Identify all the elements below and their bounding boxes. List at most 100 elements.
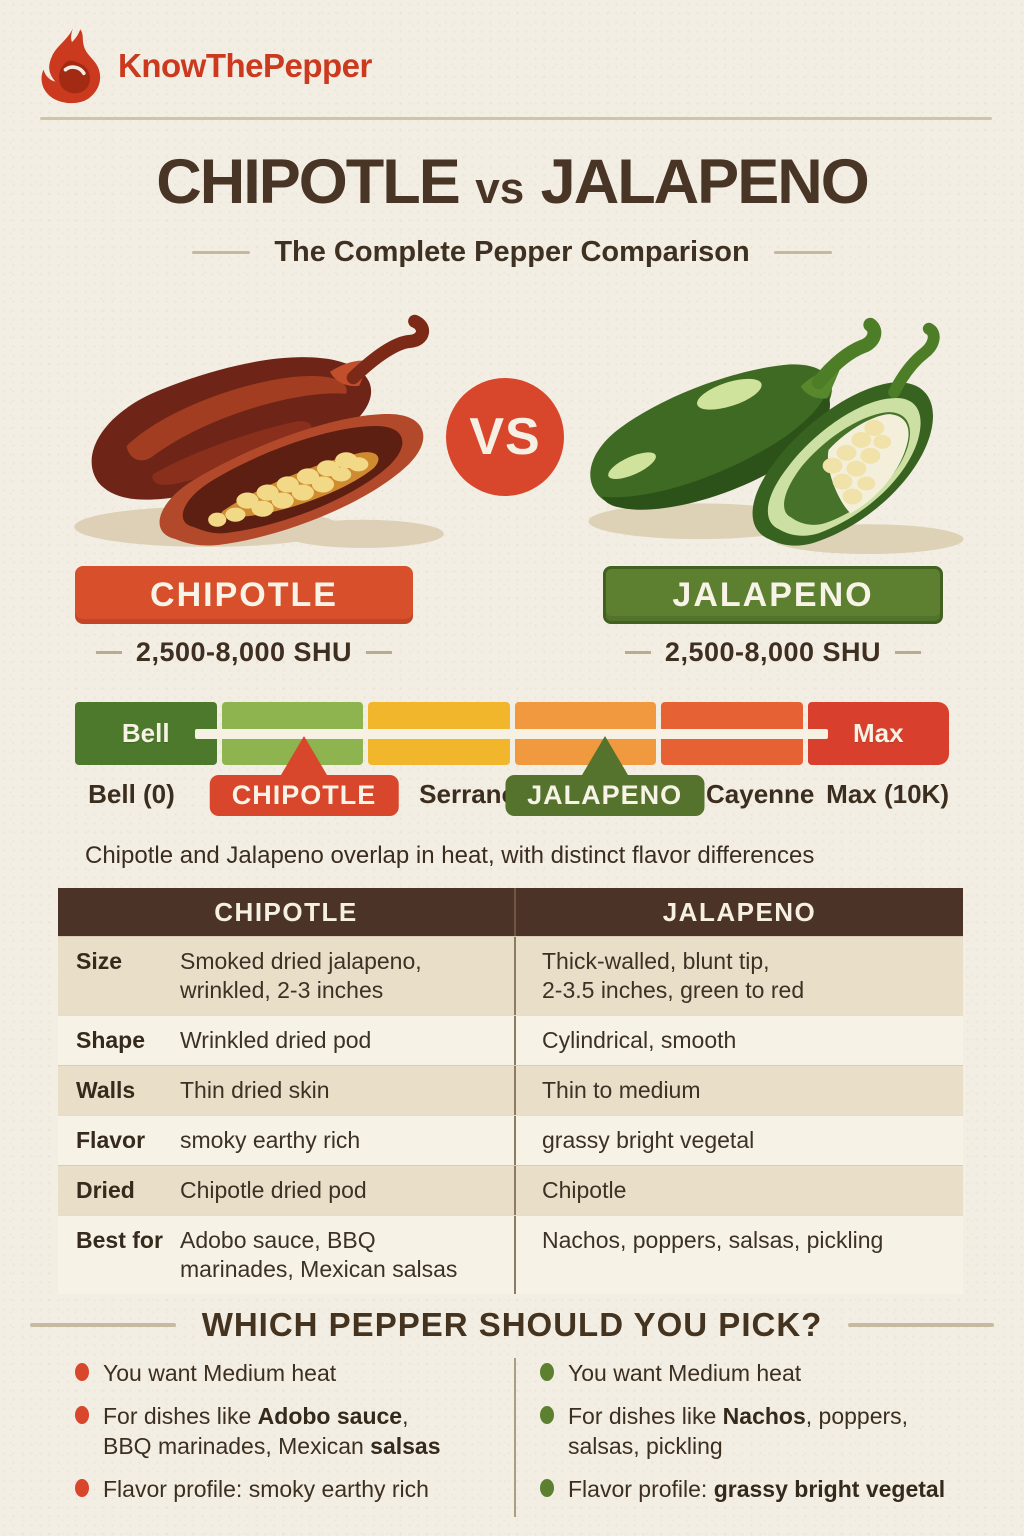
table-header-row: CHIPOTLE JALAPENO: [58, 888, 963, 936]
jalapeno-value: Nachos, poppers, salsas, pickling: [542, 1227, 884, 1253]
chipotle-value: smoky earthy rich: [180, 1127, 361, 1153]
pick-item: You want Medium heat: [540, 1358, 986, 1388]
pick-column-jalapeno: You want Medium heat For dishes like Nach…: [514, 1358, 996, 1517]
page-subtitle-row: The Complete Pepper Comparison: [0, 236, 1024, 269]
pick-title-row: WHICH PEPPER SHOULD YOU PICK?: [0, 1306, 1024, 1344]
chipotle-value: Thin dried skin: [180, 1077, 330, 1103]
table-row-walls: Walls Thin dried skin Thin to medium: [58, 1065, 963, 1115]
chipotle-shu: 2,500-8,000 SHU: [135, 637, 353, 667]
pick-item-text: Flavor profile: smoky earthy rich: [103, 1476, 429, 1502]
pick-item: You want Medium heat: [75, 1358, 504, 1388]
peppers-row: VS: [0, 283, 1024, 565]
heat-scale-axis-line: [194, 729, 828, 739]
table-row-size: Size Smoked dried jalapeno, wrinkled, 2-3 …: [58, 936, 963, 1015]
jalapeno-bullet-icon: [540, 1479, 554, 1497]
scale-markers-row: CHIPOTLE JALAPENO Bell (0) Serrano Cayenne Ma…: [75, 736, 949, 825]
heat-segment-label: Bell: [121, 718, 170, 748]
chipotle-shu-row: 2,500-8,000 SHU: [75, 637, 413, 668]
pick-title-line-left: [30, 1323, 176, 1327]
header-divider: [40, 117, 992, 120]
chipotle-value: Wrinkled dried pod: [180, 1027, 372, 1053]
pick-item: For dishes like Adobo sauce, BBQ marinade…: [75, 1401, 504, 1461]
table-row-shape: Shape Wrinkled dried pod Cylindrical, smoo…: [58, 1015, 963, 1065]
jalapeno-peppers-illustration: [588, 317, 964, 555]
jalapeno-bullet-icon: [540, 1406, 554, 1424]
pick-item-text: Flavor profile: grassy bright vegetal: [568, 1476, 946, 1502]
table-cell-left: Size Smoked dried jalapeno, wrinkled, 2-3 …: [58, 937, 514, 1015]
chipotle-value: Chipotle dried pod: [180, 1177, 367, 1203]
table-row-flavor: Flavor smoky earthy rich grassy bright veg…: [58, 1115, 963, 1165]
page-subtitle: The Complete Pepper Comparison: [274, 236, 750, 268]
table-cell-right: Nachos, poppers, salsas, pickling: [514, 1216, 963, 1294]
subtitle-dash-right: [773, 251, 832, 254]
title-right: JALAPENO: [540, 147, 870, 217]
chipotle-banner: CHIPOTLE: [75, 566, 413, 624]
row-label: Walls: [76, 1077, 136, 1103]
contender-chipotle: CHIPOTLE 2,500-8,000 SHU: [75, 566, 413, 668]
pick-title-line-right: [848, 1323, 994, 1327]
brand-logo: KnowThePepper: [38, 26, 372, 106]
scale-marker-chipotle: CHIPOTLE: [209, 775, 399, 816]
pick-column-chipotle: You want Medium heat For dishes like Adob…: [75, 1358, 514, 1517]
jalapeno-value: Chipotle: [542, 1177, 627, 1203]
table-cell-left: Best for Adobo sauce, BBQ marinades, Mexic…: [58, 1216, 514, 1294]
shu-dash: [895, 651, 922, 654]
heat-segment-max: Max: [807, 702, 949, 765]
jalapeno-banner: JALAPENO: [603, 566, 943, 624]
jalapeno-value: grassy bright vegetal: [542, 1127, 755, 1153]
pick-item: Flavor profile: smoky earthy rich: [75, 1474, 504, 1504]
brand-name: KnowThePepper: [118, 47, 372, 84]
contender-jalapeno: JALAPENO 2,500-8,000 SHU: [603, 566, 943, 668]
heat-scale-bar: Bell Max: [75, 702, 949, 765]
pick-item: For dishes like Nachos, poppers, salsas, …: [540, 1401, 986, 1461]
chipotle-bullet-icon: [75, 1406, 89, 1424]
row-label: Size: [76, 948, 123, 974]
jalapeno-value: Thin to medium: [542, 1077, 701, 1103]
page-title: CHIPOTLE vs JALAPENO: [0, 146, 1024, 218]
title-left: CHIPOTLE: [156, 147, 461, 217]
chipotle-peppers-illustration: [74, 314, 444, 548]
table-cell-left: Dried Chipotle dried pod: [58, 1166, 514, 1215]
jalapeno-shu-row: 2,500-8,000 SHU: [603, 637, 943, 668]
table-cell-right: Chipotle: [514, 1166, 963, 1215]
pick-item-text: For dishes like Nachos, poppers, salsas, …: [568, 1403, 909, 1459]
pick-title: WHICH PEPPER SHOULD YOU PICK?: [201, 1306, 823, 1343]
table-row-dried: Dried Chipotle dried pod Chipotle: [58, 1165, 963, 1215]
table-body: Size Smoked dried jalapeno, wrinkled, 2-3 …: [58, 936, 963, 1294]
scale-axis-label: Cayenne: [706, 779, 815, 809]
row-label: Dried: [76, 1177, 135, 1203]
table-row-best-for: Best for Adobo sauce, BBQ marinades, Mexic…: [58, 1215, 963, 1294]
scale-caption: Chipotle and Jalapeno overlap in heat, w…: [85, 842, 815, 869]
jalapeno-value: Cylindrical, smooth: [542, 1027, 737, 1053]
shu-dash: [95, 651, 122, 654]
row-label: Flavor: [76, 1127, 146, 1153]
table-cell-left: Walls Thin dried skin: [58, 1066, 514, 1115]
row-label: Best for: [76, 1227, 163, 1253]
table-header-jalapeno: JALAPENO: [514, 888, 963, 936]
chipotle-value: Adobo sauce, BBQ marinades, Mexican salsa…: [180, 1227, 458, 1282]
table-cell-right: Thick-walled, blunt tip, 2-3.5 inches, gr…: [514, 937, 963, 1015]
pick-columns: You want Medium heat For dishes like Adob…: [75, 1358, 996, 1517]
table-cell-left: Shape Wrinkled dried pod: [58, 1016, 514, 1065]
chipotle-bullet-icon: [75, 1479, 89, 1497]
chipotle-value: Smoked dried jalapeno, wrinkled, 2-3 inch…: [180, 948, 422, 1003]
shu-dash: [624, 651, 651, 654]
heat-segment-label: Max: [852, 718, 904, 748]
flame-icon: [41, 28, 101, 104]
scale-axis-label: Max (10K): [826, 779, 949, 809]
subtitle-dash-left: [192, 251, 251, 254]
shu-dash: [366, 651, 393, 654]
table-cell-left: Flavor smoky earthy rich: [58, 1116, 514, 1165]
table-cell-right: grassy bright vegetal: [514, 1116, 963, 1165]
scale-marker-pointer: [280, 736, 327, 775]
row-label: Shape: [76, 1027, 146, 1053]
scale-axis-label: Bell (0): [88, 779, 175, 809]
jalapeno-value: Thick-walled, blunt tip, 2-3.5 inches, gr…: [542, 948, 805, 1003]
comparison-table: CHIPOTLE JALAPENO Size Smoked dried jalap…: [58, 888, 963, 1294]
vs-badge: VS: [446, 378, 564, 496]
table-header-chipotle: CHIPOTLE: [214, 896, 358, 927]
scale-marker-jalapeno: JALAPENO: [505, 775, 705, 816]
chipotle-bullet-icon: [75, 1363, 89, 1381]
jalapeno-bullet-icon: [540, 1363, 554, 1381]
table-cell-right: Cylindrical, smooth: [514, 1016, 963, 1065]
